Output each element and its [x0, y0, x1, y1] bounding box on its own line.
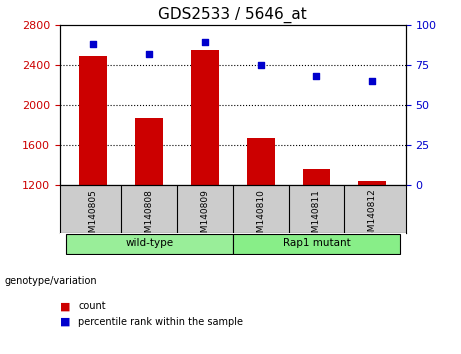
Text: Rap1 mutant: Rap1 mutant — [283, 239, 350, 249]
Bar — [302, 169, 331, 185]
Bar — [358, 181, 386, 185]
Point — [368, 78, 376, 84]
Text: GSM140809: GSM140809 — [201, 189, 209, 244]
Bar — [233, 234, 400, 254]
Bar — [135, 118, 163, 185]
Point — [313, 73, 320, 79]
Point — [257, 62, 264, 68]
Text: GSM140812: GSM140812 — [368, 189, 377, 244]
Text: genotype/variation: genotype/variation — [5, 276, 97, 286]
Text: percentile rank within the sample: percentile rank within the sample — [78, 317, 243, 327]
Title: GDS2533 / 5646_at: GDS2533 / 5646_at — [159, 7, 307, 23]
Bar — [247, 138, 275, 185]
Point — [90, 41, 97, 47]
Bar — [65, 234, 233, 254]
Text: wild-type: wild-type — [125, 239, 173, 249]
Bar — [79, 56, 107, 185]
Text: GSM140808: GSM140808 — [145, 189, 154, 244]
Text: GSM140810: GSM140810 — [256, 189, 265, 244]
Text: ■: ■ — [60, 317, 71, 327]
Text: count: count — [78, 301, 106, 311]
Point — [201, 40, 209, 45]
Text: GSM140811: GSM140811 — [312, 189, 321, 244]
Text: ■: ■ — [60, 301, 71, 311]
Point — [146, 51, 153, 56]
Bar — [191, 50, 219, 185]
Text: GSM140805: GSM140805 — [89, 189, 98, 244]
